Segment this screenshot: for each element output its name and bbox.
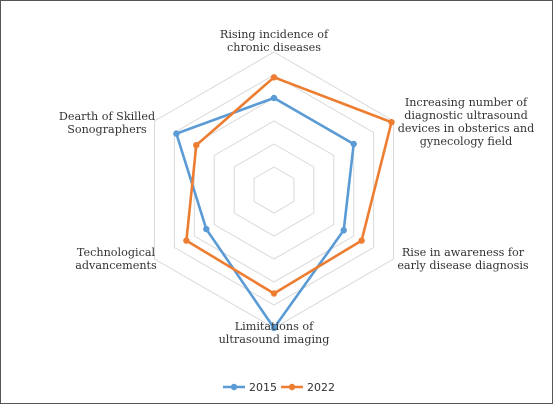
data-point-2015-5 xyxy=(173,130,180,137)
axis-label-5: Dearth of Skilled Sonographers xyxy=(59,110,155,136)
legend-item-2015: 2015 xyxy=(223,381,277,394)
axis-label-line: ultrasound imaging xyxy=(219,333,330,346)
data-point-2015-4 xyxy=(203,225,210,233)
axis-label-1: Increasing number of diagnostic ultrasoun… xyxy=(398,96,534,148)
axis-label-line: chronic diseases xyxy=(227,41,321,54)
data-point-2015-1 xyxy=(350,140,357,148)
axis-label-line: Rising incidence of xyxy=(220,28,329,41)
legend: 2015 2022 xyxy=(223,381,335,394)
series-line-2022 xyxy=(185,76,393,295)
grid-ring xyxy=(233,143,315,237)
axis-label-line: diagnostic ultrasound xyxy=(404,109,528,122)
grid-ring xyxy=(213,120,335,260)
axis-label-2: Rise in awareness for early disease diagn… xyxy=(397,246,529,272)
data-point-2022-4 xyxy=(183,237,190,244)
data-point-2022-5 xyxy=(193,142,200,149)
data-point-2015-2 xyxy=(340,227,347,234)
data-point-2022-2 xyxy=(358,237,365,244)
series-line-2015 xyxy=(175,96,356,330)
axis-label-line: Rise in awareness for xyxy=(402,246,525,259)
legend-swatch-marker xyxy=(288,383,296,391)
axis-label-line: Increasing number of xyxy=(405,96,528,109)
legend-label: 2022 xyxy=(307,381,335,394)
legend-swatch-marker xyxy=(230,383,238,391)
radar-series xyxy=(173,74,395,332)
axis-label-line: Dearth of Skilled xyxy=(59,110,155,123)
grid-ring xyxy=(173,74,375,306)
axis-label-line: Limitations of xyxy=(235,320,314,333)
axis-label-line: early disease diagnosis xyxy=(397,259,529,272)
axis-label-line: Sonographers xyxy=(67,123,147,136)
axis-label-line: gynecology field xyxy=(420,135,512,148)
data-point-2022-1 xyxy=(388,119,395,126)
axis-label-line: Technological xyxy=(77,246,156,259)
axis-label-line: devices in obsterics and xyxy=(398,122,534,135)
axis-labels: Rising incidence of chronic diseases Incre… xyxy=(59,28,534,346)
axis-label-4: Technological advancements xyxy=(75,246,157,272)
grid-ring xyxy=(253,166,295,214)
data-point-2015-0 xyxy=(270,94,278,102)
axis-label-line: advancements xyxy=(75,259,157,272)
axis-label-0: Rising incidence of chronic diseases xyxy=(220,28,329,54)
series-2022 xyxy=(183,74,395,297)
data-point-2015-3 xyxy=(270,324,278,332)
data-point-2022-0 xyxy=(270,74,278,81)
legend-label: 2015 xyxy=(249,381,277,394)
series-2015 xyxy=(173,94,357,332)
axis-label-3: Limitations of ultrasound imaging xyxy=(219,320,330,346)
data-point-2022-3 xyxy=(270,290,278,297)
legend-item-2022: 2022 xyxy=(281,381,335,394)
